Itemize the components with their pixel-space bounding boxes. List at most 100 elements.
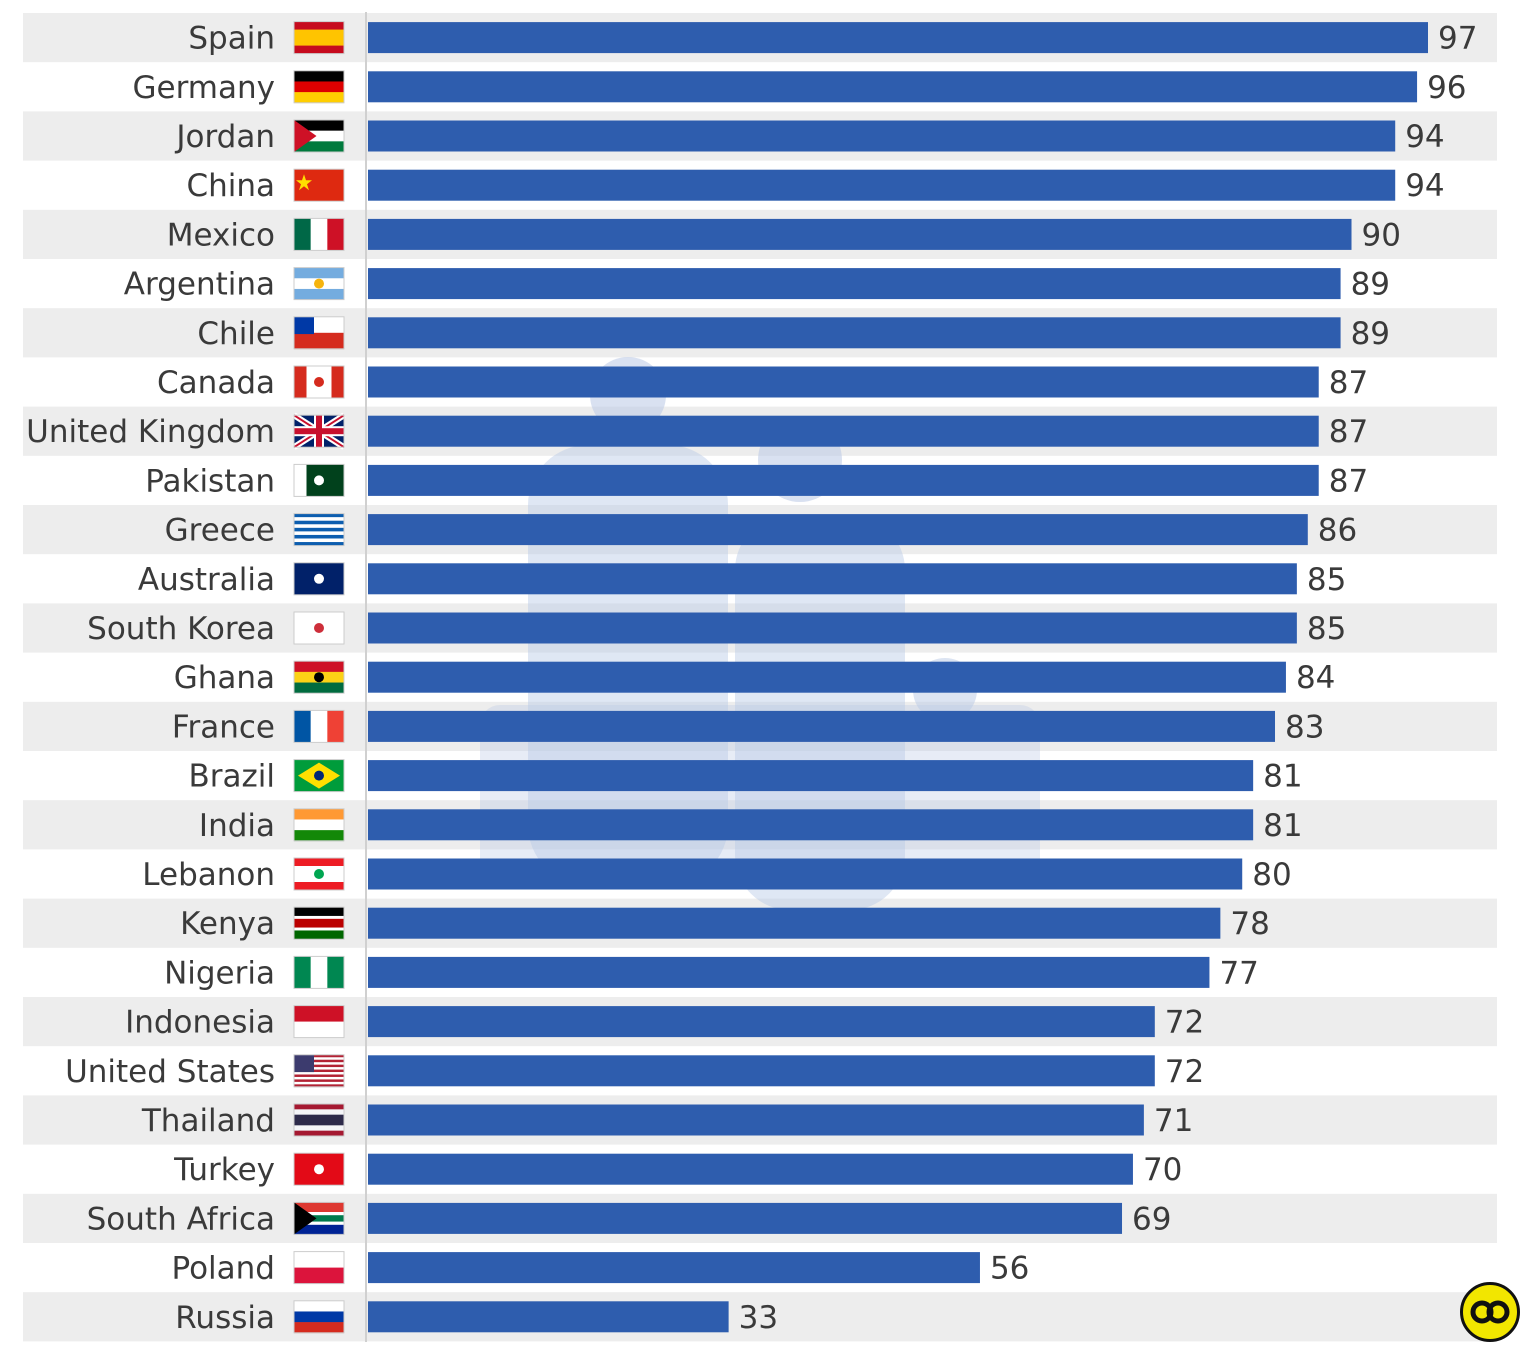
flag-chile-icon [293, 316, 345, 350]
value-labels: 9796949490898987878786858584838181807877… [739, 21, 1478, 1336]
category-label-lebanon: Lebanon [142, 857, 275, 893]
bar-united-states [368, 1055, 1155, 1087]
value-label-chile: 89 [1351, 316, 1390, 352]
value-label-south-africa: 69 [1132, 1201, 1171, 1237]
flag-south-africa-icon [293, 1201, 345, 1235]
bar-thailand [368, 1104, 1144, 1136]
value-label-australia: 85 [1307, 562, 1346, 598]
category-label-south-africa: South Africa [87, 1201, 275, 1237]
flag-poland-icon [293, 1251, 345, 1285]
flag-france-icon [293, 709, 345, 743]
bar-germany [368, 71, 1418, 103]
bar-united-kingdom [368, 415, 1319, 447]
flag-greece-icon [293, 513, 345, 547]
category-label-chile: Chile [197, 316, 275, 352]
category-label-jordan: Jordan [174, 119, 275, 155]
flag-ghana-icon [293, 660, 345, 694]
bar-france [368, 710, 1276, 742]
category-label-russia: Russia [175, 1300, 275, 1336]
value-label-nigeria: 77 [1219, 955, 1258, 991]
flag-nigeria-icon [293, 955, 345, 989]
category-label-pakistan: Pakistan [145, 463, 275, 499]
flag-brazil-icon [293, 759, 345, 793]
category-label-kenya: Kenya [180, 906, 275, 942]
value-label-lebanon: 80 [1252, 857, 1291, 893]
value-label-south-korea: 85 [1307, 611, 1346, 647]
flag-germany-icon [293, 70, 345, 104]
value-label-kenya: 78 [1230, 906, 1269, 942]
category-label-france: France [172, 709, 275, 745]
category-label-south-korea: South Korea [87, 611, 275, 647]
bar-china [368, 169, 1396, 201]
flag-united-kingdom-icon [292, 412, 346, 450]
bar-kenya [368, 907, 1221, 939]
value-label-thailand: 71 [1154, 1103, 1193, 1139]
bar-canada [368, 366, 1319, 398]
category-labels: Spain Germany Jordan China Mexico Argentina Ch… [26, 21, 275, 1336]
value-label-russia: 33 [739, 1300, 778, 1336]
flag-icons [292, 21, 346, 1334]
flag-kenya-icon [293, 906, 345, 940]
category-label-united-kingdom: United Kingdom [26, 414, 275, 450]
category-label-germany: Germany [133, 70, 275, 106]
value-label-jordan: 94 [1405, 119, 1444, 155]
category-label-mexico: Mexico [167, 217, 275, 253]
logo-icon [1460, 1282, 1520, 1342]
flag-lebanon-icon [293, 857, 345, 891]
bar-pakistan [368, 464, 1319, 496]
bar-south-africa [368, 1202, 1123, 1234]
category-label-nigeria: Nigeria [164, 955, 275, 991]
bar-poland [368, 1252, 980, 1284]
category-label-greece: Greece [165, 513, 275, 549]
bar-mexico [368, 218, 1352, 250]
flag-argentina-icon [293, 267, 345, 301]
category-label-australia: Australia [138, 562, 275, 598]
bar-jordan [368, 120, 1396, 152]
bar-ghana [368, 661, 1286, 693]
value-label-indonesia: 72 [1165, 1005, 1204, 1041]
flag-spain-icon [293, 21, 345, 55]
flag-south-korea-icon [293, 611, 345, 645]
value-label-poland: 56 [990, 1251, 1029, 1287]
category-label-poland: Poland [172, 1251, 276, 1287]
value-label-pakistan: 87 [1329, 463, 1368, 499]
value-label-turkey: 70 [1143, 1152, 1182, 1188]
flag-indonesia-icon [293, 1005, 345, 1039]
category-label-united-states: United States [65, 1054, 275, 1090]
flag-jordan-icon [293, 119, 345, 153]
value-label-canada: 87 [1329, 365, 1368, 401]
bar-spain [368, 22, 1428, 54]
flag-australia-icon [293, 562, 345, 596]
bar-india [368, 809, 1254, 841]
category-label-indonesia: Indonesia [125, 1005, 275, 1041]
bar-russia [368, 1301, 729, 1333]
value-label-france: 83 [1285, 709, 1324, 745]
bar-argentina [368, 268, 1341, 300]
flag-india-icon [293, 808, 345, 842]
value-label-united-states: 72 [1165, 1054, 1204, 1090]
bar-nigeria [368, 956, 1210, 988]
flag-pakistan-icon [293, 463, 345, 497]
bar-south-korea [368, 612, 1297, 644]
category-label-argentina: Argentina [124, 267, 275, 303]
bars [368, 22, 1428, 1333]
category-label-thailand: Thailand [141, 1103, 275, 1139]
flag-russia-icon [293, 1300, 345, 1334]
flag-thailand-icon [293, 1103, 345, 1137]
flag-turkey-icon [293, 1152, 345, 1186]
value-label-mexico: 90 [1362, 217, 1401, 253]
category-label-ghana: Ghana [174, 660, 275, 696]
value-label-ghana: 84 [1296, 660, 1335, 696]
category-label-brazil: Brazil [188, 759, 275, 795]
flag-united-states-icon [293, 1054, 345, 1088]
value-label-spain: 97 [1438, 21, 1477, 57]
value-label-greece: 86 [1318, 513, 1357, 549]
bar-indonesia [368, 1006, 1155, 1038]
flag-canada-icon [293, 365, 345, 399]
flag-china-icon [293, 168, 345, 202]
bar-greece [368, 514, 1308, 546]
bar-turkey [368, 1153, 1133, 1185]
category-label-india: India [199, 808, 275, 844]
value-label-india: 81 [1263, 808, 1302, 844]
